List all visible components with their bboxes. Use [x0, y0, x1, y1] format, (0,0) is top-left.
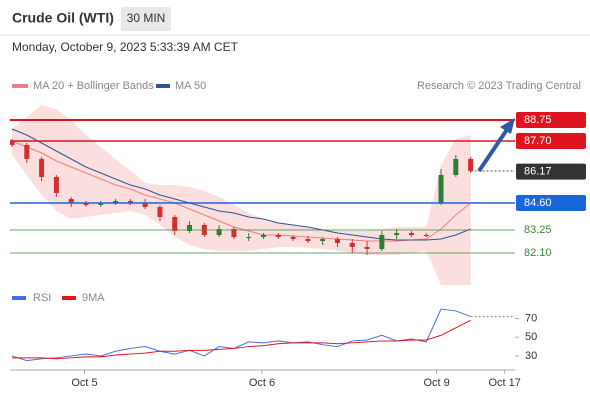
- legend-swatch: [62, 296, 76, 300]
- candle-body: [53, 177, 59, 193]
- candle-body: [172, 217, 178, 231]
- candle-body: [187, 225, 193, 231]
- candle-body: [10, 141, 15, 145]
- ma50-line: [11, 128, 471, 241]
- level-box: [516, 112, 586, 128]
- legend-label: RSI: [33, 292, 51, 304]
- candle-body: [98, 203, 104, 205]
- legend-label: MA 50: [175, 80, 206, 92]
- ma20-line: [11, 140, 471, 242]
- candle-body: [453, 159, 459, 175]
- timestamp: Monday, October 9, 2023 5:33:39 AM CET: [12, 40, 239, 54]
- legend-swatch: [156, 84, 170, 88]
- candle-body: [231, 229, 237, 237]
- x-tick-label: Oct 6: [249, 377, 275, 389]
- candle-body: [305, 239, 311, 241]
- candle-body: [379, 235, 385, 249]
- candle-body: [127, 201, 133, 203]
- candle-body: [290, 237, 296, 239]
- level-box: [516, 195, 586, 211]
- candle-body: [68, 199, 74, 203]
- candle-body: [246, 237, 252, 238]
- candle-body: [142, 203, 148, 207]
- bollinger-band: [12, 105, 471, 285]
- candle-body: [334, 239, 340, 243]
- candle-body: [423, 235, 429, 236]
- level-label: 84.60: [524, 197, 552, 209]
- rsi-tick-label: 50: [525, 331, 537, 343]
- level-label: 83.25: [524, 224, 552, 236]
- forecast-arrow: [477, 126, 510, 173]
- candle-body: [157, 207, 163, 217]
- candle-body: [349, 243, 355, 247]
- candle-body: [408, 233, 414, 235]
- title: Crude Oil (WTI): [12, 10, 114, 26]
- level-label: 88.75: [524, 114, 552, 126]
- rsi-tick-label: 30: [525, 350, 537, 362]
- candle-body: [275, 235, 281, 237]
- level-label: 87.70: [524, 135, 552, 147]
- candle-body: [83, 203, 89, 205]
- level-label: 86.17: [524, 166, 552, 178]
- rsi-ma-line: [12, 319, 471, 360]
- x-tick-label: Oct 9: [423, 377, 449, 389]
- legend-swatch: [12, 84, 28, 88]
- level-label: 82.10: [524, 247, 552, 259]
- interval-badge: [121, 7, 171, 31]
- candle-body: [216, 229, 222, 235]
- candle-body: [39, 159, 45, 177]
- candle-body: [261, 235, 266, 237]
- x-tick-label: Oct 17: [488, 377, 520, 389]
- legend-swatch: [12, 296, 26, 300]
- candle-body: [320, 239, 326, 241]
- candle-body: [113, 201, 119, 203]
- candle-body: [394, 233, 400, 235]
- candle-body: [24, 145, 30, 159]
- interval: 30 MIN: [127, 11, 166, 25]
- legend-label: 9MA: [82, 292, 105, 304]
- level-box: [516, 163, 586, 180]
- credit: Research © 2023 Trading Central: [417, 80, 581, 92]
- candle-body: [468, 159, 474, 171]
- legend-label: MA 20 + Bollinger Bands: [33, 80, 154, 92]
- candle-body: [438, 175, 444, 203]
- rsi-line: [11, 308, 471, 362]
- level-box: [516, 133, 586, 149]
- x-tick-label: Oct 5: [71, 377, 97, 389]
- forecast-arrow-head: [500, 118, 515, 134]
- rsi-tick-label: 70: [525, 312, 537, 324]
- candle-body: [364, 247, 370, 249]
